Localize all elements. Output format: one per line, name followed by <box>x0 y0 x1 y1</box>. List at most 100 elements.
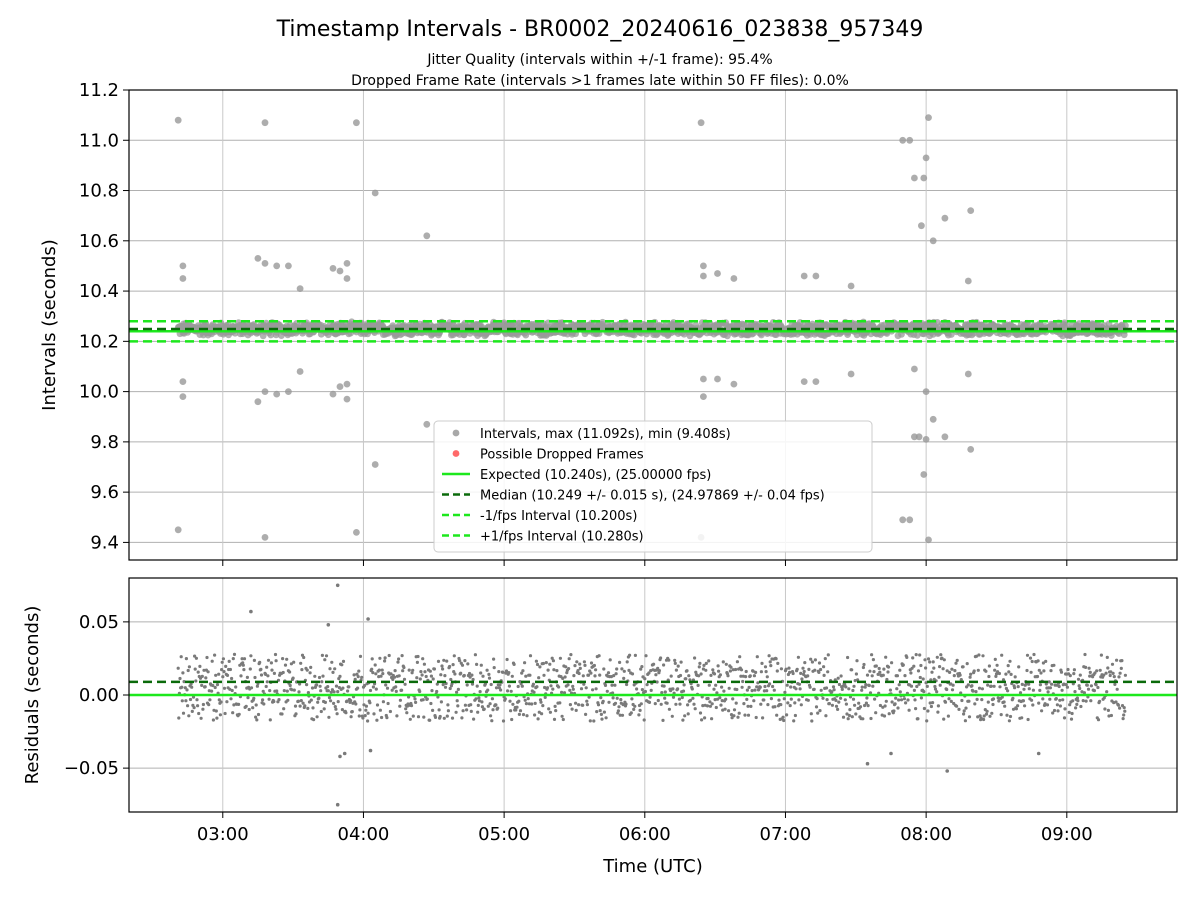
residual-point <box>181 671 185 675</box>
residual-point <box>977 653 981 657</box>
residual-point <box>698 711 703 715</box>
interval-outlier-point <box>285 388 292 395</box>
legend-label: +1/fps Interval (10.280s) <box>480 530 644 545</box>
y-tick-label: 0.00 <box>79 685 119 706</box>
residual-point <box>788 670 792 675</box>
residual-point <box>1050 682 1054 686</box>
residual-point <box>476 710 480 714</box>
residual-point <box>775 713 779 717</box>
residual-point <box>546 668 550 672</box>
residual-point <box>310 686 315 690</box>
residual-point <box>1056 709 1060 713</box>
residual-point <box>714 683 718 687</box>
intervals-axes-frame <box>128 89 1178 561</box>
residual-point <box>1041 661 1045 665</box>
residual-point <box>370 657 374 661</box>
residual-point <box>401 669 405 673</box>
residual-point <box>1089 684 1093 688</box>
residual-point <box>429 674 433 678</box>
residual-point <box>729 665 733 669</box>
residual-point <box>524 702 529 706</box>
residual-point <box>431 677 435 681</box>
residual-point <box>455 690 459 694</box>
residual-point <box>784 667 788 671</box>
residual-point <box>357 669 361 673</box>
residual-point <box>1048 686 1052 690</box>
residual-point <box>922 690 926 694</box>
residual-point <box>333 667 337 671</box>
residual-point <box>332 690 336 694</box>
residual-point <box>756 681 760 685</box>
residual-point <box>506 689 510 693</box>
residual-point <box>919 696 924 700</box>
residual-point <box>882 714 887 718</box>
residual-point <box>997 699 1001 703</box>
residual-point <box>1025 668 1029 673</box>
residual-point <box>935 655 939 659</box>
residual-point <box>364 708 368 712</box>
residual-point <box>219 700 223 704</box>
residual-point <box>230 676 234 681</box>
intervals-reference-lines <box>129 319 1177 343</box>
residual-point <box>982 714 986 718</box>
residual-point <box>697 665 701 669</box>
residual-point <box>662 684 666 688</box>
residual-point <box>254 703 258 707</box>
residual-point <box>395 714 399 718</box>
residual-point <box>851 688 855 693</box>
residual-point <box>379 674 383 678</box>
residual-point <box>485 668 489 672</box>
residual-point <box>613 683 617 687</box>
residual-point <box>706 696 710 701</box>
residual-point <box>768 660 772 664</box>
residual-point <box>320 653 324 658</box>
residual-point <box>1085 683 1089 687</box>
residual-point <box>887 712 891 716</box>
residual-point <box>532 690 536 694</box>
residual-point <box>338 674 342 679</box>
residual-point <box>467 671 472 676</box>
residual-point <box>400 688 404 692</box>
residual-point <box>834 698 838 703</box>
residual-point <box>617 705 621 709</box>
residual-point <box>1066 667 1070 672</box>
residual-point <box>259 673 264 677</box>
residual-point <box>984 712 989 716</box>
residual-point <box>1109 670 1113 674</box>
residual-point <box>416 715 421 719</box>
residual-point <box>1096 718 1101 722</box>
residual-point <box>980 687 985 691</box>
residual-point <box>627 668 631 673</box>
residual-point <box>317 696 321 700</box>
residual-point <box>326 689 330 693</box>
residual-point <box>799 671 803 676</box>
residual-point <box>735 687 739 692</box>
residual-point <box>688 698 693 702</box>
residual-point <box>190 685 194 689</box>
residual-point <box>321 674 325 678</box>
residual-point <box>816 711 820 715</box>
residual-point <box>719 703 723 707</box>
residual-point <box>841 715 846 719</box>
residual-point <box>1058 698 1062 702</box>
residual-point <box>1062 716 1067 720</box>
residual-point <box>1115 687 1119 691</box>
residual-point <box>710 717 714 721</box>
residual-point <box>211 683 215 688</box>
interval-outlier-point <box>296 368 304 375</box>
residual-point <box>557 685 561 689</box>
residual-point <box>616 709 621 713</box>
residual-point <box>214 673 218 677</box>
residual-point <box>612 674 616 678</box>
residual-point <box>1054 697 1058 701</box>
residual-point <box>813 658 818 662</box>
residual-point <box>786 701 790 705</box>
residual-point <box>336 690 340 694</box>
residual-point <box>509 689 513 693</box>
residual-point <box>1079 704 1083 709</box>
residual-point <box>919 663 923 668</box>
residual-point <box>704 668 708 672</box>
residual-point <box>469 703 473 707</box>
residual-point <box>424 674 428 679</box>
residual-point <box>299 699 303 703</box>
